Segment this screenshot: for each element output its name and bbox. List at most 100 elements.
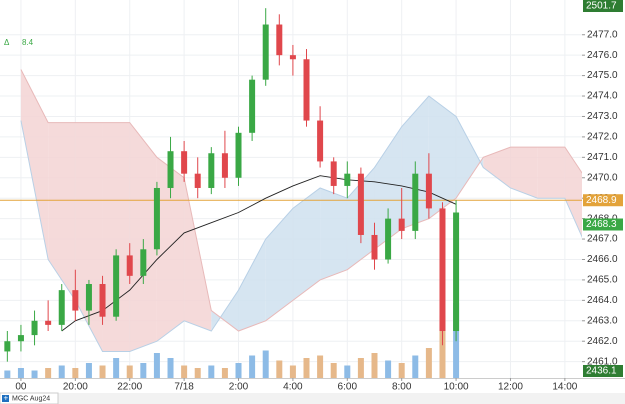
candle-body [398,218,405,231]
volume-bar [17,368,24,378]
volume-bar [126,365,133,378]
cloud-segment [483,147,511,188]
candle-body [317,120,324,162]
y-tick-label: 2477.0 [587,29,618,40]
y-tick-label: 2473.0 [587,111,618,122]
y-tick-label: 2470.0 [587,172,618,183]
volume-bar [72,368,79,378]
top-price-label-bg [583,0,623,12]
volume-bar [194,368,201,378]
level-label: 2468.9 [586,195,617,206]
y-tick-label: 2463.0 [587,315,618,326]
symbol-tab[interactable] [0,392,59,404]
volume-bar [289,365,296,378]
volume-bar [85,363,92,378]
x-tick-label: 20:00 [63,382,88,393]
candle-body [153,187,160,250]
volume-bar [357,358,364,378]
cloud-segment [129,122,157,352]
x-tick-label: 4:00 [283,382,303,393]
candle-body [357,173,364,235]
last-price-label-bg [583,218,623,231]
change-value: 8.4 [22,38,34,47]
volume-bar [99,365,106,378]
x-tick-label: 14:00 [552,382,577,393]
candle-body [412,173,419,231]
add-icon[interactable] [2,395,9,402]
volume-bar [276,360,283,378]
candle-body [45,320,52,325]
change-symbol: Δ [4,38,10,47]
cloud-segment [20,69,49,260]
volume-bar [344,365,351,378]
cloud-segment [292,187,321,301]
volume-bar [303,358,310,378]
cloud-segment [238,239,266,332]
cloud-segment [510,147,538,199]
x-tick-label: 00 [15,382,27,393]
candle-body [58,290,65,325]
candle-body [99,284,106,317]
span-a-line [20,95,582,352]
volume-bar [425,348,432,378]
volume-bar [58,365,65,378]
volume-bar [249,355,256,378]
x-tick-label: 7/18 [174,382,194,393]
y-tick-label: 2466.0 [587,254,618,265]
volume-bar [398,363,405,378]
candle-body [235,132,242,178]
candle-body [249,79,256,133]
cloud-segment [156,157,185,342]
candle-body [113,255,120,317]
y-axis-area [582,0,625,378]
candle-body [140,249,147,276]
symbol-label: MGC Aug24 [12,395,50,402]
y-tick-label: 2467.0 [587,234,618,245]
candle-body [303,59,310,121]
volume-bar [317,355,324,378]
bottom-price-label: 2436.1 [586,366,617,377]
candle-body [453,212,460,332]
candle-body [17,335,24,342]
cloud-segment [102,122,130,352]
x-tick-label: 22:00 [117,382,142,393]
candle-body [385,218,392,260]
volume-bar [439,315,446,378]
cloud-segment [564,147,582,237]
candle-body [262,24,269,80]
bottom-price-label-bg [583,365,623,377]
y-tick-label: 2474.0 [587,91,618,102]
candle-body [439,208,446,332]
volume-bar [4,370,11,378]
candle-body [167,151,174,188]
volume-bar [113,358,120,378]
volume-bar [153,353,160,378]
candle-body [425,173,432,209]
candle-body [4,341,11,352]
volume-bar [330,363,337,378]
volume-bar [45,368,52,378]
volume-bar [221,368,228,378]
cloud-segment [456,116,484,199]
span-b-line [20,69,582,332]
candle-body [126,255,133,276]
x-tick-label: 12:00 [498,382,523,393]
candle-body [208,153,215,188]
candle-body [371,234,378,260]
candle-body [289,55,296,60]
candle-body [194,173,201,188]
y-tick-label: 2462.0 [587,336,618,347]
x-tick-label: 10:00 [444,382,469,393]
volume-bar [262,350,269,378]
candle-body [221,153,228,178]
cloud-segment [428,96,457,219]
last-price-label: 2468.3 [586,219,617,230]
add-icon-glyph: + [4,394,9,403]
cloud-segment [265,208,293,321]
x-tick-label: 6:00 [338,382,358,393]
y-tick-label: 2476.0 [587,50,618,61]
volume-bar [140,363,147,378]
y-tick-label: 2472.0 [587,132,618,143]
